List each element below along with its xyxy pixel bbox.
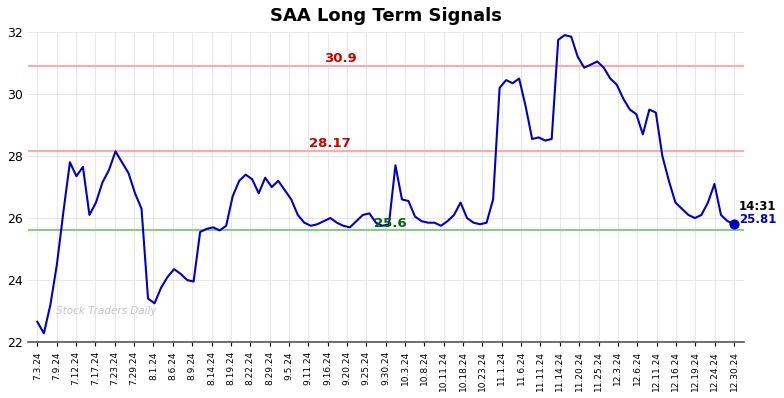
Text: 28.17: 28.17 — [310, 137, 351, 150]
Title: SAA Long Term Signals: SAA Long Term Signals — [270, 7, 502, 25]
Text: 30.9: 30.9 — [324, 53, 357, 65]
Text: 25.6: 25.6 — [374, 217, 406, 230]
Text: 14:31: 14:31 — [739, 200, 776, 213]
Text: Stock Traders Daily: Stock Traders Daily — [56, 306, 157, 316]
Point — [728, 221, 740, 227]
Text: 25.81: 25.81 — [739, 213, 776, 226]
